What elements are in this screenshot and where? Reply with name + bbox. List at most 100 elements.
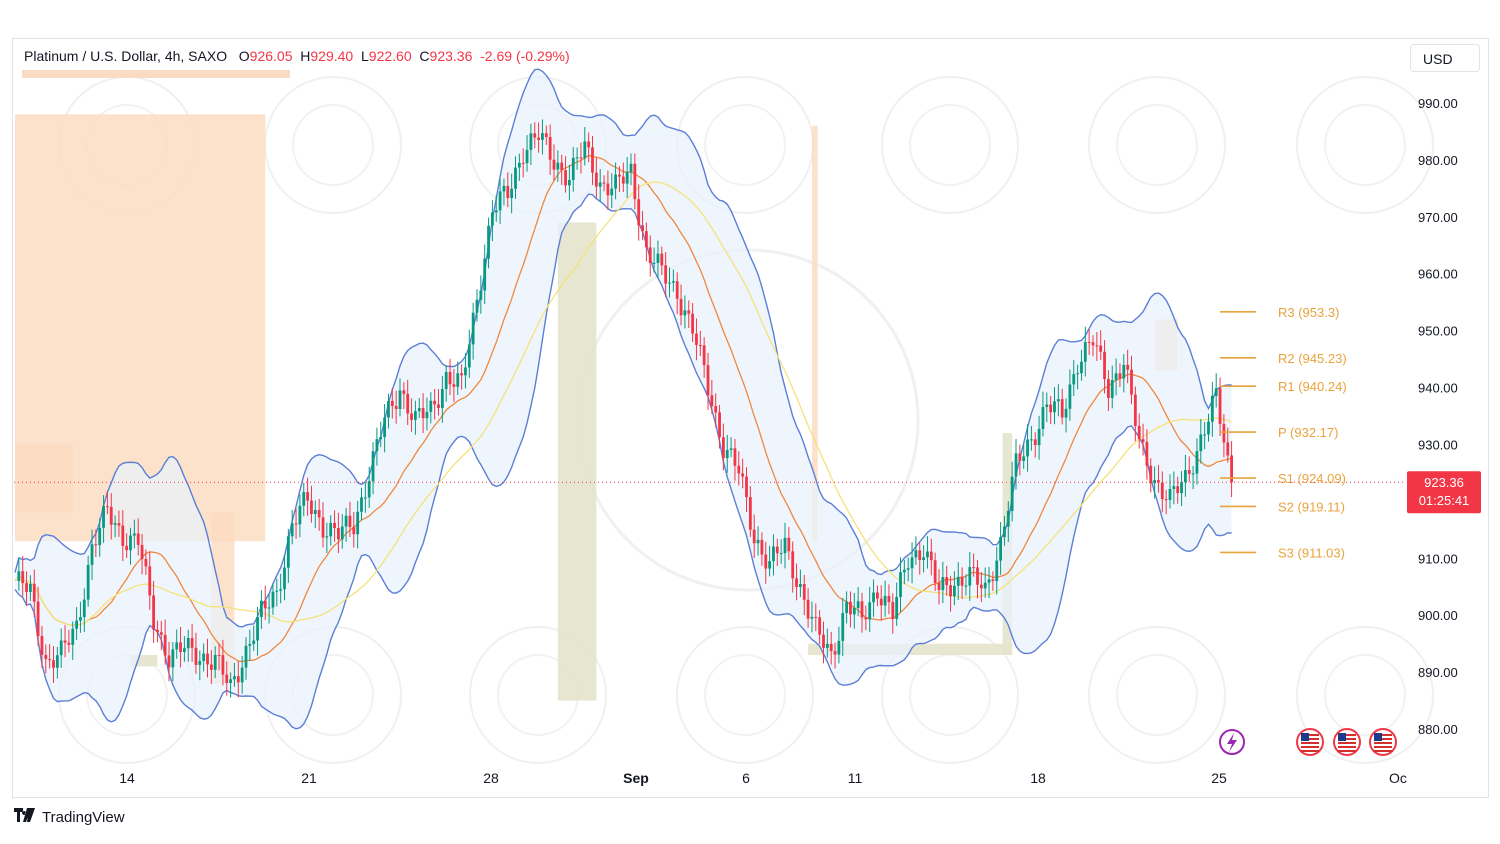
candle-body xyxy=(194,647,198,665)
candle-body xyxy=(1222,424,1226,443)
candle-body xyxy=(363,497,367,499)
y-tick-label: 880.00 xyxy=(1418,722,1458,737)
candle-body xyxy=(625,172,629,184)
candle-body xyxy=(852,607,856,615)
candle-body xyxy=(63,640,67,643)
watermark-seal xyxy=(1116,654,1198,736)
candle-body xyxy=(225,674,229,683)
bar-countdown: 01:25:41 xyxy=(1419,493,1470,508)
candle-body xyxy=(464,367,467,376)
watermark-seal xyxy=(469,626,607,764)
candle-body xyxy=(279,589,283,591)
candle-body xyxy=(414,411,417,420)
candle-body xyxy=(899,572,902,598)
candle-body xyxy=(506,185,510,198)
candle-body xyxy=(587,141,591,148)
candle-body xyxy=(987,579,991,583)
watermark-seal xyxy=(1088,76,1226,214)
change-value: -2.69 (-0.29%) xyxy=(480,48,570,64)
candle-body xyxy=(163,634,167,656)
candle-body xyxy=(1033,439,1037,446)
candle-body xyxy=(1014,453,1018,477)
candle-body xyxy=(1068,384,1072,409)
candle-body xyxy=(1110,380,1114,398)
candle-body xyxy=(29,583,32,592)
candle-body xyxy=(633,163,637,200)
x-tick-label: 25 xyxy=(1211,770,1227,786)
high-label: H xyxy=(300,48,311,64)
candle-body xyxy=(229,679,232,683)
supply-zone xyxy=(811,125,818,542)
candle-body xyxy=(1107,379,1110,398)
candle-body xyxy=(1210,395,1214,422)
candle-body xyxy=(1141,439,1145,442)
candle-body xyxy=(321,517,325,538)
candle-body xyxy=(71,628,75,645)
pivot-label-s3: S3 (911.03) xyxy=(1278,545,1345,560)
candle-body xyxy=(956,576,960,586)
candle-body xyxy=(779,553,783,555)
candle-body xyxy=(552,159,556,170)
pivot-label-s1: S1 (924.09) xyxy=(1278,471,1346,486)
us-flag-icon[interactable] xyxy=(1369,728,1397,756)
tradingview-logo-icon xyxy=(14,808,36,826)
candle-body xyxy=(40,636,44,655)
candle-body xyxy=(933,560,937,583)
candle-body xyxy=(783,537,787,554)
candle-body xyxy=(387,400,390,418)
candle-body xyxy=(1157,480,1160,483)
candle-body xyxy=(1006,510,1010,527)
candle-body xyxy=(175,642,179,650)
candle-body xyxy=(887,595,891,603)
candle-body xyxy=(968,567,972,586)
symbol-title: Platinum / U.S. Dollar, 4h, SAXO xyxy=(24,48,228,64)
candle-body xyxy=(1060,399,1064,418)
candle-body xyxy=(606,183,610,196)
candle-body xyxy=(1207,421,1210,435)
candle-body xyxy=(394,406,398,409)
candle-body xyxy=(906,568,910,570)
x-tick-label: 14 xyxy=(119,770,135,786)
candle-body xyxy=(494,210,498,213)
candle-body xyxy=(791,551,795,579)
candle-body xyxy=(698,344,702,346)
candle-body xyxy=(741,473,745,477)
candle-body xyxy=(668,282,671,284)
high-value: 929.40 xyxy=(310,48,354,64)
tradingview-brand[interactable]: TradingView xyxy=(14,808,125,826)
watermark-seal xyxy=(1296,76,1434,214)
candle-body xyxy=(410,413,413,420)
candle-body xyxy=(748,497,752,530)
candle-body xyxy=(822,634,825,648)
candle-body xyxy=(1064,408,1068,418)
pivot-label-r3: R3 (953.3) xyxy=(1278,305,1339,320)
us-flag-icon[interactable] xyxy=(1333,728,1361,756)
candle-body xyxy=(537,137,540,140)
candle-body xyxy=(594,172,598,187)
candle-body xyxy=(825,643,829,648)
lightning-icon[interactable] xyxy=(1219,729,1245,755)
candle-body xyxy=(845,601,848,614)
candle-body xyxy=(564,170,567,186)
last-price-tag xyxy=(1407,471,1481,514)
watermark-seal xyxy=(909,654,991,736)
candle-body xyxy=(775,546,779,554)
candle-body xyxy=(598,182,602,187)
open-label: O xyxy=(238,48,250,64)
candle-body xyxy=(517,162,521,168)
candle-body xyxy=(21,571,25,584)
us-flag-icon[interactable] xyxy=(1296,728,1324,756)
candle-body xyxy=(294,523,298,525)
candle-body xyxy=(1137,425,1141,440)
candle-body xyxy=(621,176,625,184)
candle-body xyxy=(702,345,706,366)
candle-body xyxy=(945,577,949,586)
candle-body xyxy=(1049,404,1053,413)
last-price-value: 923.36 xyxy=(1424,475,1464,490)
candle-body xyxy=(602,182,606,184)
candle-body xyxy=(937,582,941,591)
candle-body xyxy=(648,247,652,264)
currency-selector[interactable]: USD xyxy=(1410,44,1480,72)
y-tick-label: 940.00 xyxy=(1418,381,1458,396)
